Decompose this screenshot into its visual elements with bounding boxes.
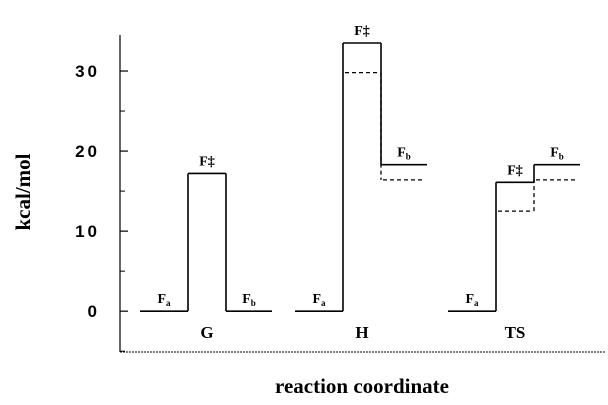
level-label: Fb [397,146,411,162]
level-label-sub: a [474,298,479,308]
level-label-main: F [242,292,251,307]
level-label-main: F [550,146,559,161]
level-label-main: F [312,292,321,307]
level-label: F‡ [507,163,523,178]
y-tick-label: 0 [88,302,100,321]
level-label: F‡ [199,154,215,169]
group-label: G [200,323,213,342]
level-label-sub: b [251,298,256,308]
y-axis-label: kcal/mol [11,153,35,230]
level-label: Fa [465,292,479,308]
group-label: H [355,323,368,342]
y-tick-label: 10 [75,222,100,241]
level-label-sub: b [406,152,411,162]
level-label-main: F [465,292,474,307]
level-label-sub: a [166,298,171,308]
x-axis-label: reaction coordinate [275,374,449,398]
level-label-main: F [397,146,406,161]
level-label: Fa [312,292,326,308]
level-label: Fb [550,146,564,162]
level-label-main: F [157,292,166,307]
level-label-sub: a [321,298,326,308]
level-label: Fb [242,292,256,308]
level-label-main: F‡ [507,163,523,178]
level-label-main: F‡ [199,154,215,169]
group-label: TS [505,323,526,342]
level-label-main: F‡ [354,24,370,39]
level-label-sub: b [559,152,564,162]
level-label: F‡ [354,24,370,39]
y-tick-label: 20 [75,142,100,161]
y-tick-label: 30 [75,62,100,81]
level-label: Fa [157,292,171,308]
